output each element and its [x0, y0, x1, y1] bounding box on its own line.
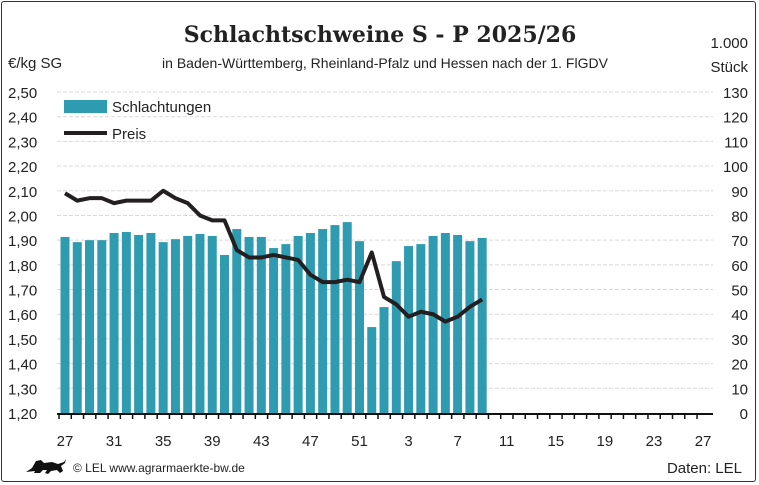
right-tick-label: 30 — [731, 332, 748, 349]
x-tick-label: 35 — [155, 433, 172, 450]
bar-schlachtungen — [244, 236, 254, 413]
right-tick-label: 100 — [723, 159, 748, 176]
lion-logo-icon — [26, 459, 66, 474]
bar-schlachtungen — [158, 242, 168, 413]
bar-schlachtungen — [256, 236, 266, 413]
bar-schlachtungen — [134, 234, 144, 413]
legend-swatch-schlachtungen — [64, 100, 107, 113]
legend: Schlachtungen Preis — [64, 99, 211, 143]
right-tick-label: 60 — [731, 258, 748, 275]
x-tick-label: 11 — [499, 433, 515, 450]
left-tick-label: 1,60 — [8, 307, 37, 324]
bar-schlachtungen — [367, 327, 377, 413]
left-axis-label: €/kg SG — [8, 55, 62, 72]
left-tick-label: 2,30 — [8, 134, 37, 151]
left-tick-label: 1,90 — [8, 233, 37, 250]
bar-schlachtungen — [330, 225, 340, 413]
left-tick-label: 2,00 — [8, 208, 37, 225]
x-tick-label: 19 — [597, 433, 614, 450]
bar-schlachtungen — [170, 239, 180, 413]
chart-title: Schlachtschweine S - P 2025/26 — [184, 22, 577, 48]
right-axis-label-unit: 1.000 — [710, 35, 748, 52]
bar-schlachtungen — [305, 232, 315, 413]
bar-schlachtungen — [379, 307, 389, 413]
x-tick-label: 43 — [253, 433, 270, 450]
bar-schlachtungen — [146, 232, 156, 413]
bar-schlachtungen — [453, 234, 463, 413]
bar-schlachtungen — [391, 261, 401, 413]
right-tick-label: 90 — [731, 184, 748, 201]
left-tick-label: 2,40 — [8, 110, 37, 127]
x-tick-label: 51 — [351, 433, 368, 450]
source-text: Daten: LEL — [667, 460, 742, 477]
x-tick-label: 15 — [547, 433, 564, 450]
bar-schlachtungen — [342, 222, 352, 413]
left-tick-label: 1,40 — [8, 357, 37, 374]
bar-schlachtungen — [416, 244, 426, 413]
bar-schlachtungen — [121, 232, 131, 413]
bar-schlachtungen — [195, 233, 205, 413]
bar-schlachtungen — [97, 240, 107, 413]
legend-label-schlachtungen: Schlachtungen — [112, 99, 211, 116]
right-tick-label: 110 — [724, 134, 748, 151]
bar-schlachtungen — [232, 229, 242, 413]
bar-schlachtungen — [109, 232, 119, 413]
bar-schlachtungen — [465, 241, 475, 413]
bar-schlachtungen — [477, 237, 487, 413]
x-tick-label: 23 — [646, 433, 663, 450]
x-tick-label: 31 — [106, 433, 123, 450]
series-line-preis — [63, 188, 484, 324]
left-tick-label: 1,30 — [8, 381, 37, 398]
left-tick-label: 2,50 — [8, 85, 37, 102]
x-tick-label: 3 — [404, 433, 412, 450]
right-tick-label: 130 — [723, 85, 748, 102]
left-tick-label: 2,20 — [8, 159, 37, 176]
x-tick-label: 27 — [57, 433, 74, 450]
x-tick-label: 27 — [695, 433, 712, 450]
right-tick-label: 0 — [740, 406, 748, 423]
x-tick-label: 39 — [204, 433, 221, 450]
bar-schlachtungen — [60, 236, 70, 413]
right-tick-label: 50 — [731, 283, 748, 300]
right-tick-label: 70 — [731, 233, 748, 250]
bar-schlachtungen — [183, 235, 193, 413]
bar-schlachtungen — [72, 242, 82, 413]
right-tick-label: 120 — [723, 110, 748, 127]
bar-schlachtungen — [85, 240, 95, 413]
left-tick-label: 1,20 — [8, 406, 37, 423]
x-tick-label: 47 — [302, 433, 319, 450]
left-tick-label: 1,50 — [8, 332, 37, 349]
bar-schlachtungen — [428, 235, 438, 413]
right-tick-label: 10 — [731, 381, 748, 398]
bar-schlachtungen — [220, 254, 230, 413]
right-tick-label: 40 — [731, 307, 748, 324]
right-tick-label: 20 — [731, 357, 748, 374]
right-tick-label: 80 — [731, 208, 748, 225]
right-axis-label: Stück — [710, 59, 748, 76]
bar-schlachtungen — [207, 235, 217, 413]
chart-subtitle: in Baden-Württemberg, Rheinland-Pfalz un… — [162, 55, 609, 71]
bar-schlachtungen — [281, 244, 291, 413]
left-tick-label: 1,80 — [8, 258, 37, 275]
bar-schlachtungen — [269, 248, 279, 413]
legend-label-preis: Preis — [112, 126, 146, 143]
left-tick-label: 2,10 — [8, 184, 37, 201]
bar-schlachtungen — [293, 235, 303, 413]
left-tick-label: 1,70 — [8, 283, 37, 300]
bar-schlachtungen — [318, 229, 328, 413]
x-tick-label: 7 — [453, 433, 461, 450]
bar-schlachtungen — [404, 246, 414, 413]
copyright-text: © LEL www.agrarmaerkte-bw.de — [73, 461, 245, 475]
bar-schlachtungen — [354, 241, 364, 413]
